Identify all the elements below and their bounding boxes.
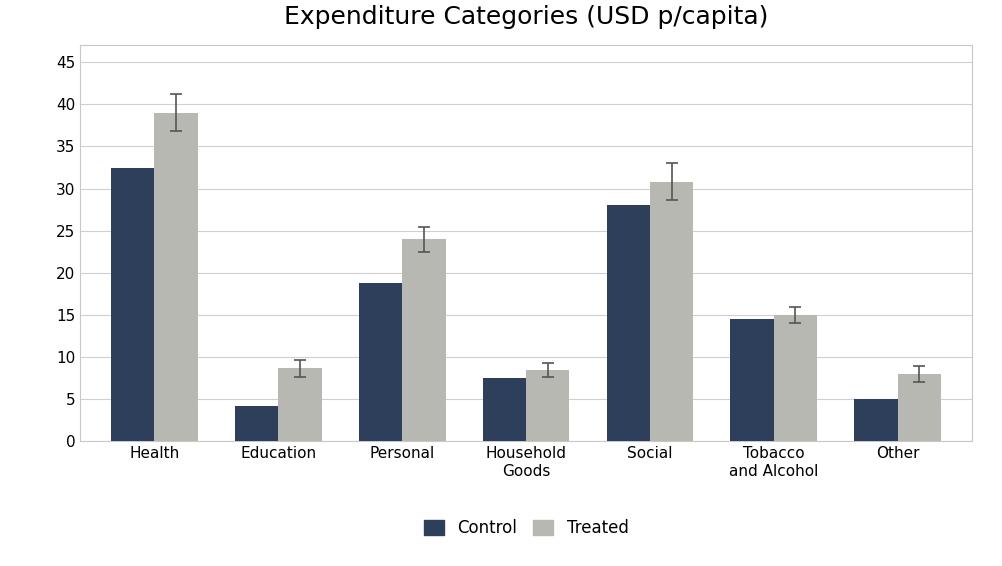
Bar — [359, 283, 402, 441]
Bar — [650, 182, 693, 441]
Bar — [154, 113, 197, 441]
Bar — [279, 368, 322, 441]
Bar — [402, 239, 446, 441]
Bar — [111, 168, 154, 441]
Bar — [774, 315, 817, 441]
Title: Expenditure Categories (USD p/capita): Expenditure Categories (USD p/capita) — [284, 6, 769, 29]
Bar — [235, 406, 279, 441]
Bar — [855, 400, 898, 441]
Legend: Control, Treated: Control, Treated — [417, 513, 635, 544]
Bar — [606, 205, 650, 441]
Bar — [483, 378, 526, 441]
Bar — [526, 370, 569, 441]
Bar — [730, 319, 774, 441]
Bar — [898, 374, 941, 441]
